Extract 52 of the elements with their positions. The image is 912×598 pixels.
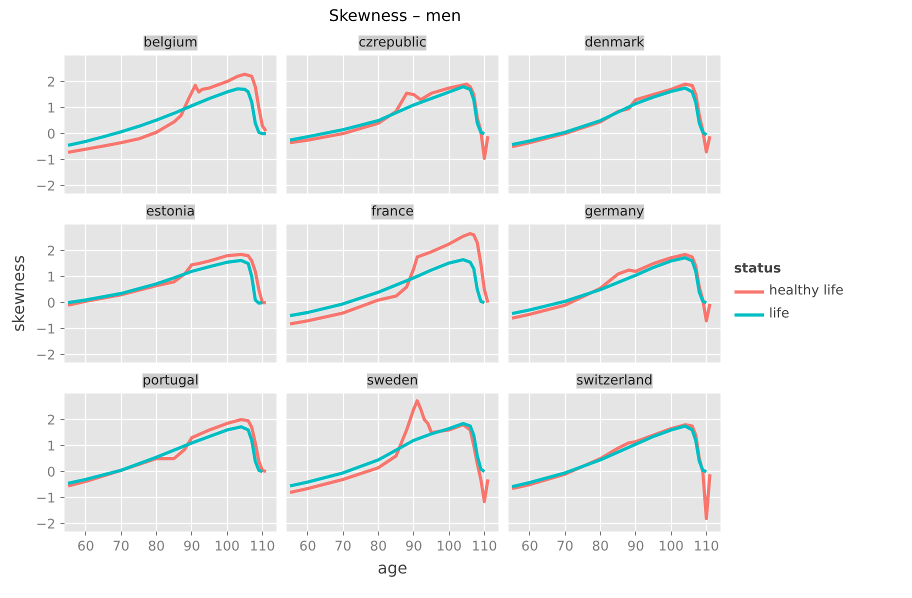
chart-title: germany [584,204,644,220]
y-tick-label: −1 [36,492,56,507]
text: Skewness – men [328,5,462,27]
x-tick-label: 60 [299,540,316,554]
x-tick-label: 110 [250,540,276,554]
legend-label: healthy life [769,284,844,298]
x-tick-label: 70 [556,540,574,554]
line-series [66,258,264,305]
line-series [66,425,264,485]
y-tick-label: 2 [47,414,56,429]
chart-title: france [371,204,414,220]
x-tick-label: 80 [148,540,165,554]
x-tick-label: 90 [405,540,422,554]
y-tick-label: −2 [36,518,56,533]
y-tick-label: −2 [36,180,56,195]
chart-title: czrepublic [358,36,426,50]
x-tick-label: 80 [592,540,609,554]
x-tick-label: 100 [214,540,240,554]
y-tick-label: 2 [47,76,56,91]
y-tick-label: 0 [47,466,56,481]
x-tick-label: 100 [658,540,684,554]
chart-title: belgium [144,36,198,50]
x-tick-label: 70 [112,540,130,554]
y-tick-label: 0 [47,128,56,143]
y-tick-label: 1 [47,102,56,117]
chart-title: sweden [366,374,418,388]
line-series [66,72,268,154]
x-tick-label: 110 [694,540,720,554]
x-tick-label: 90 [183,540,200,554]
x-tick-label: 60 [521,540,538,554]
legend-label: life [769,306,790,322]
y-tick-label: 2 [47,244,56,260]
x-tick-label: 70 [334,540,352,554]
y-tick-label: 1 [47,440,56,455]
line-series [66,87,268,147]
x-axis-title: age [378,558,408,578]
y-axis-title: skewness [8,255,28,332]
x-tick-label: 90 [627,540,644,554]
y-tick-label: −1 [36,154,56,169]
chart-title: switzerland [576,374,653,388]
y-tick-label: 1 [47,270,56,286]
x-tick-label: 110 [472,540,498,554]
y-tick-label: −1 [36,322,56,338]
chart-title: estonia [146,204,195,220]
legend-title: status [734,261,782,276]
y-tick-label: −2 [36,348,56,364]
x-tick-label: 100 [436,540,462,554]
chart-title: denmark [584,36,645,50]
x-tick-label: 60 [77,540,94,554]
x-tick-label: 80 [370,540,387,554]
y-tick-label: 0 [47,296,56,312]
chart-title: portugal [142,374,199,388]
